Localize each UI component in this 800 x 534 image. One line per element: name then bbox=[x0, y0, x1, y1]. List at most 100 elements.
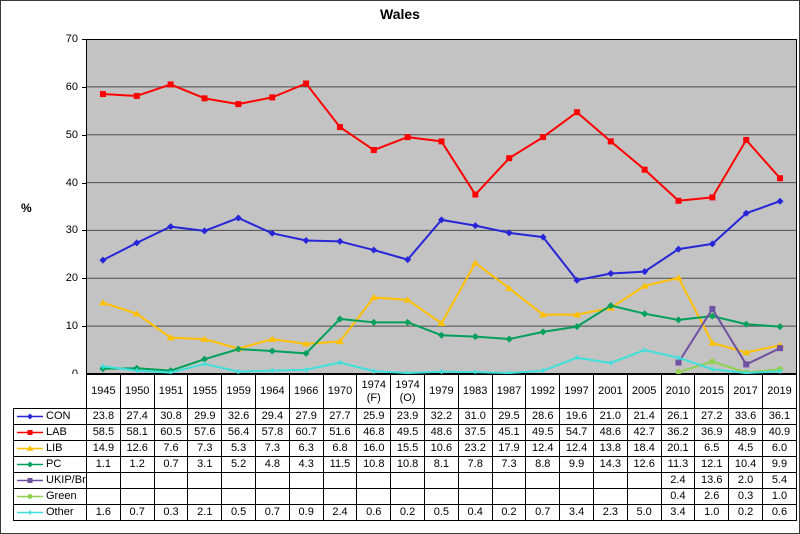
value-cell bbox=[592, 488, 628, 505]
year-header-cell: 1974 (F) bbox=[356, 374, 392, 409]
year-header-row: 1945 1950 1951 1955 1959 1964 1966 1970 1974 (F)… bbox=[13, 374, 798, 409]
legend-key-circle-icon bbox=[17, 494, 43, 500]
plot-area bbox=[86, 39, 797, 374]
value-cell: 4.8 bbox=[254, 456, 290, 473]
legend-key-diamond-icon bbox=[17, 461, 43, 468]
value-cell: 36.1 bbox=[761, 408, 798, 425]
value-cell: 6.0 bbox=[761, 440, 798, 457]
value-cell: 48.6 bbox=[423, 424, 459, 441]
legend-key-square-icon bbox=[17, 430, 43, 436]
value-cell: 0.2 bbox=[491, 504, 527, 521]
value-cell: 7.3 bbox=[254, 440, 290, 457]
data-point-marker bbox=[301, 340, 311, 347]
value-cell: 14.9 bbox=[86, 440, 121, 457]
value-cell: 5.4 bbox=[761, 472, 798, 489]
value-cell bbox=[491, 472, 527, 489]
year-header-cell: 1997 bbox=[559, 374, 594, 409]
value-cell: 3.4 bbox=[660, 504, 696, 521]
data-point-marker bbox=[27, 478, 33, 484]
year-header-cell: 1951 bbox=[153, 374, 189, 409]
value-cell: 58.1 bbox=[119, 424, 155, 441]
value-cell: 13.8 bbox=[592, 440, 628, 457]
value-cell: 18.4 bbox=[626, 440, 662, 457]
data-point-marker bbox=[471, 259, 480, 266]
value-cell: 31.0 bbox=[457, 408, 493, 425]
data-point-marker bbox=[743, 370, 749, 374]
value-cell: 0.5 bbox=[423, 504, 459, 521]
table-row: UKIP/Br 2.4 13.6 2.0 5.4 bbox=[13, 472, 798, 489]
value-cell bbox=[288, 488, 324, 505]
data-point-marker bbox=[471, 333, 479, 341]
y-axis-tick-mark bbox=[82, 182, 86, 184]
data-point-marker bbox=[201, 355, 208, 363]
legend-key-cell: PC bbox=[13, 456, 87, 473]
value-cell: 49.5 bbox=[525, 424, 561, 441]
value-cell: 20.1 bbox=[660, 440, 696, 457]
data-point-marker bbox=[167, 223, 175, 231]
value-cell bbox=[119, 472, 155, 489]
data-point-marker bbox=[268, 335, 277, 342]
series-label: LAB bbox=[46, 426, 67, 439]
data-point-marker bbox=[98, 299, 108, 306]
data-point-marker bbox=[574, 355, 580, 361]
series-label: LIB bbox=[46, 442, 63, 455]
value-cell: 49.5 bbox=[390, 424, 425, 441]
value-cell bbox=[423, 472, 459, 489]
data-point-marker bbox=[438, 216, 445, 224]
value-cell bbox=[288, 472, 324, 489]
year-header-cell: 1992 bbox=[525, 374, 561, 409]
value-cell: 29.5 bbox=[491, 408, 527, 425]
data-point-marker bbox=[438, 331, 445, 339]
year-header-cell: 1950 bbox=[119, 374, 155, 409]
data-point-marker bbox=[641, 268, 649, 276]
value-cell: 23.2 bbox=[457, 440, 493, 457]
data-point-marker bbox=[235, 101, 242, 108]
value-cell bbox=[356, 472, 392, 489]
line-chart bbox=[86, 39, 797, 374]
table-row: LIB 14.9 12.6 7.6 7.3 5.3 7.3 6.3 6.8 16.0 15.5 10.… bbox=[13, 440, 798, 457]
data-point-marker bbox=[539, 328, 547, 336]
value-cell: 46.8 bbox=[356, 424, 392, 441]
value-cell bbox=[423, 488, 459, 505]
legend-key-cell: Green bbox=[13, 488, 87, 505]
value-cell: 10.4 bbox=[728, 456, 763, 473]
year-header-cell: 2015 bbox=[694, 374, 730, 409]
value-cell: 12.4 bbox=[525, 440, 561, 457]
value-cell: 27.9 bbox=[288, 408, 324, 425]
value-cell: 2.3 bbox=[592, 504, 628, 521]
data-point-marker bbox=[709, 366, 715, 372]
value-cell: 0.9 bbox=[288, 504, 324, 521]
data-point-marker bbox=[404, 256, 412, 264]
legend-key-triangle-icon bbox=[17, 445, 43, 451]
value-cell bbox=[254, 488, 290, 505]
data-point-marker bbox=[573, 276, 581, 284]
data-point-marker bbox=[268, 347, 276, 355]
year-header-cell: 2019 bbox=[761, 374, 798, 409]
value-cell: 13.6 bbox=[694, 472, 730, 489]
value-cell: 48.9 bbox=[728, 424, 763, 441]
value-cell: 29.4 bbox=[254, 408, 290, 425]
data-point-marker bbox=[777, 345, 784, 352]
value-cell: 12.6 bbox=[626, 456, 662, 473]
series-label: Other bbox=[46, 506, 74, 519]
value-cell: 10.8 bbox=[356, 456, 392, 473]
value-cell: 4.3 bbox=[288, 456, 324, 473]
data-point-marker bbox=[505, 284, 514, 292]
value-cell: 37.5 bbox=[457, 424, 493, 441]
data-point-marker bbox=[608, 360, 614, 366]
value-cell: 36.9 bbox=[694, 424, 730, 441]
year-header-cell: 1966 bbox=[288, 374, 324, 409]
data-point-marker bbox=[742, 209, 750, 217]
data-point-marker bbox=[99, 256, 107, 264]
data-point-marker bbox=[675, 369, 682, 374]
y-axis-tick-mark bbox=[82, 134, 86, 136]
data-point-marker bbox=[675, 316, 682, 324]
value-cell: 0.2 bbox=[728, 504, 763, 521]
data-point-marker bbox=[642, 347, 648, 353]
data-point-marker bbox=[709, 358, 716, 365]
data-point-marker bbox=[404, 134, 411, 141]
data-point-marker bbox=[607, 270, 615, 277]
y-axis-tick-label: 40 bbox=[65, 176, 78, 189]
value-cell bbox=[221, 472, 256, 489]
